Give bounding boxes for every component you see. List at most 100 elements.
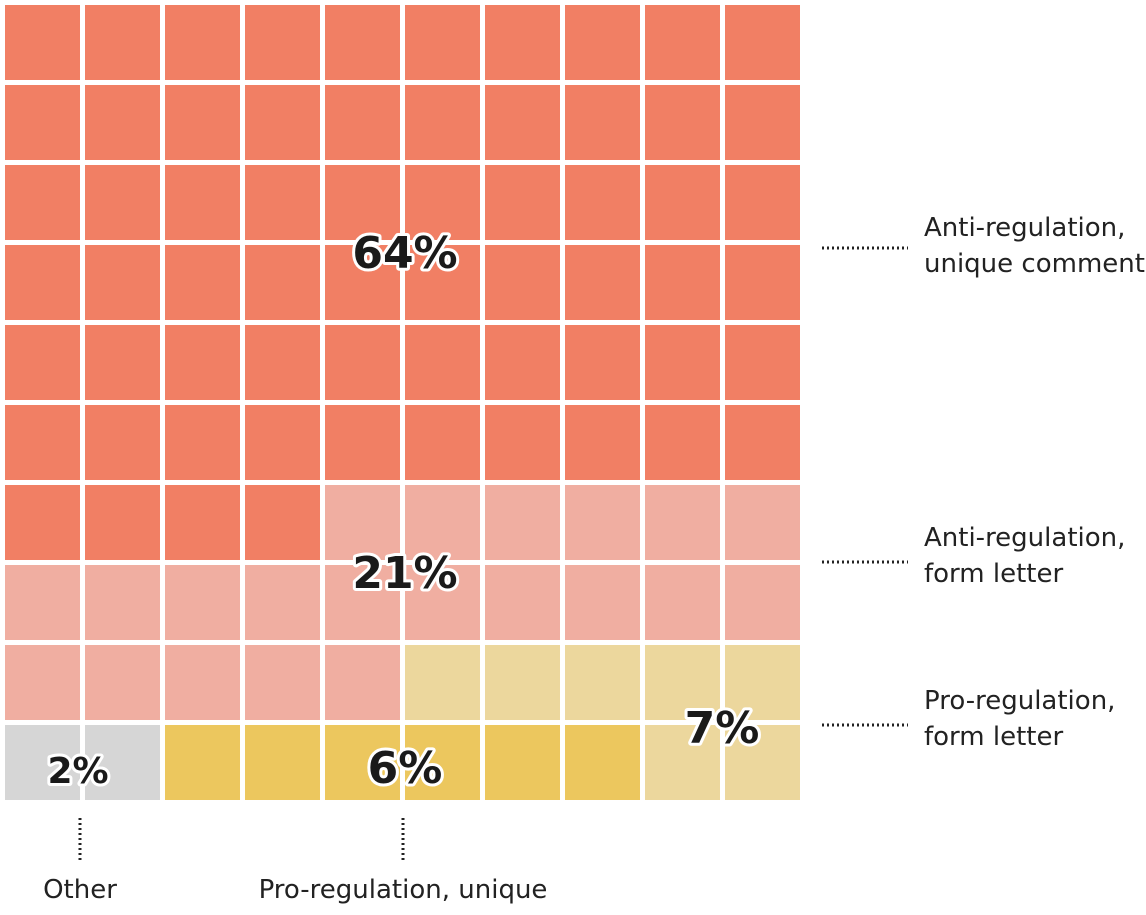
waffle-cell-anti-form bbox=[565, 565, 640, 640]
percent-label-pro-form: 7% bbox=[685, 703, 760, 754]
waffle-cell-anti-unique bbox=[325, 245, 400, 320]
waffle-cell-anti-unique bbox=[165, 405, 240, 480]
waffle-cell-anti-unique bbox=[725, 405, 800, 480]
waffle-cell-anti-form bbox=[5, 565, 80, 640]
leader-lines bbox=[78, 246, 908, 860]
waffle-cell-anti-unique bbox=[5, 5, 80, 80]
waffle-cell-anti-unique bbox=[165, 245, 240, 320]
waffle-cell-anti-unique bbox=[85, 5, 160, 80]
waffle-cell-pro-unique bbox=[245, 725, 320, 800]
waffle-cell-pro-form bbox=[405, 645, 480, 720]
waffle-cell-pro-unique bbox=[165, 725, 240, 800]
waffle-cell-anti-unique bbox=[5, 165, 80, 240]
waffle-cell-anti-form bbox=[245, 565, 320, 640]
waffle-cell-anti-unique bbox=[485, 165, 560, 240]
waffle-cell-other bbox=[5, 725, 80, 800]
waffle-cell-anti-unique bbox=[85, 165, 160, 240]
waffle-cell-anti-unique bbox=[565, 405, 640, 480]
waffle-cell-anti-unique bbox=[325, 5, 400, 80]
waffle-cell-anti-unique bbox=[725, 165, 800, 240]
waffle-cell-anti-unique bbox=[85, 405, 160, 480]
waffle-cell-anti-form bbox=[325, 645, 400, 720]
waffle-cell-anti-unique bbox=[325, 165, 400, 240]
category-label-line: Anti-regulation, bbox=[924, 213, 1125, 243]
waffle-cell-anti-unique bbox=[645, 405, 720, 480]
percent-labels: 64% 21% 7% 6% 2% bbox=[44, 225, 762, 797]
waffle-cell-anti-unique bbox=[645, 165, 720, 240]
waffle-cell-pro-unique bbox=[565, 725, 640, 800]
percent-label-other: 2% bbox=[47, 751, 108, 792]
waffle-cell-anti-form bbox=[405, 565, 480, 640]
waffle-cell-anti-unique bbox=[725, 325, 800, 400]
waffle-cell-anti-unique bbox=[645, 5, 720, 80]
waffle-cells bbox=[5, 5, 800, 800]
waffle-cell-anti-form bbox=[565, 485, 640, 560]
waffle-cell-anti-unique bbox=[5, 485, 80, 560]
waffle-cell-anti-unique bbox=[725, 245, 800, 320]
waffle-cell-anti-unique bbox=[405, 245, 480, 320]
waffle-cell-pro-form bbox=[645, 725, 720, 800]
category-labels: Anti-regulation, unique commentsAnti-regu… bbox=[43, 213, 1146, 905]
waffle-cell-anti-form bbox=[85, 645, 160, 720]
category-label-other: Other bbox=[43, 875, 117, 905]
waffle-cell-anti-unique bbox=[405, 5, 480, 80]
category-label-anti-form: Anti-regulation, form letter bbox=[924, 523, 1125, 589]
category-label-line: form letter bbox=[924, 559, 1063, 589]
waffle-cell-anti-form bbox=[245, 645, 320, 720]
waffle-cell-anti-unique bbox=[565, 325, 640, 400]
category-label-line: Anti-regulation, bbox=[924, 523, 1125, 553]
waffle-cell-anti-form bbox=[325, 485, 400, 560]
waffle-cell-anti-unique bbox=[85, 325, 160, 400]
waffle-cell-other bbox=[85, 725, 160, 800]
waffle-cell-anti-unique bbox=[165, 485, 240, 560]
waffle-cell-anti-unique bbox=[85, 245, 160, 320]
waffle-cell-pro-form bbox=[725, 645, 800, 720]
waffle-cell-anti-unique bbox=[325, 405, 400, 480]
waffle-cell-anti-unique bbox=[165, 85, 240, 160]
percent-label-anti-unique: 64% bbox=[352, 228, 457, 279]
waffle-cell-anti-unique bbox=[485, 325, 560, 400]
waffle-cell-pro-form bbox=[725, 725, 800, 800]
waffle-cell-anti-unique bbox=[245, 245, 320, 320]
waffle-cell-anti-unique bbox=[245, 5, 320, 80]
waffle-cell-anti-unique bbox=[645, 85, 720, 160]
waffle-cell-anti-unique bbox=[565, 165, 640, 240]
waffle-cell-pro-unique bbox=[325, 725, 400, 800]
waffle-cell-anti-form bbox=[725, 565, 800, 640]
waffle-cell-anti-unique bbox=[485, 85, 560, 160]
waffle-cell-anti-unique bbox=[485, 405, 560, 480]
waffle-cell-anti-unique bbox=[165, 5, 240, 80]
waffle-cell-pro-unique bbox=[405, 725, 480, 800]
waffle-cell-anti-unique bbox=[245, 85, 320, 160]
waffle-cell-anti-unique bbox=[325, 85, 400, 160]
waffle-cell-anti-unique bbox=[5, 85, 80, 160]
waffle-cell-anti-unique bbox=[5, 325, 80, 400]
waffle-cell-anti-form bbox=[5, 645, 80, 720]
category-label-pro-unique: Pro-regulation, unique bbox=[259, 875, 548, 905]
waffle-cell-anti-form bbox=[165, 565, 240, 640]
waffle-cell-anti-unique bbox=[405, 85, 480, 160]
waffle-cell-anti-unique bbox=[5, 405, 80, 480]
category-label-line: Pro-regulation, unique bbox=[259, 875, 548, 905]
category-label-line: form letter bbox=[924, 722, 1063, 752]
waffle-cell-anti-unique bbox=[485, 5, 560, 80]
category-label-pro-form: Pro-regulation, form letter bbox=[924, 686, 1115, 752]
waffle-cell-anti-form bbox=[725, 485, 800, 560]
waffle-cell-anti-unique bbox=[245, 325, 320, 400]
category-label-anti-unique: Anti-regulation, unique comments bbox=[924, 213, 1146, 279]
waffle-cell-anti-unique bbox=[405, 325, 480, 400]
waffle-cell-pro-form bbox=[645, 645, 720, 720]
waffle-cell-anti-unique bbox=[245, 485, 320, 560]
waffle-cell-anti-unique bbox=[405, 165, 480, 240]
waffle-cell-anti-form bbox=[485, 485, 560, 560]
waffle-cell-anti-form bbox=[325, 565, 400, 640]
waffle-cell-anti-unique bbox=[85, 85, 160, 160]
waffle-cell-anti-unique bbox=[165, 325, 240, 400]
waffle-cell-anti-unique bbox=[5, 245, 80, 320]
waffle-cell-anti-unique bbox=[85, 485, 160, 560]
waffle-cell-anti-form bbox=[85, 565, 160, 640]
waffle-cell-anti-unique bbox=[165, 165, 240, 240]
waffle-cell-anti-unique bbox=[645, 325, 720, 400]
waffle-cell-anti-unique bbox=[405, 405, 480, 480]
